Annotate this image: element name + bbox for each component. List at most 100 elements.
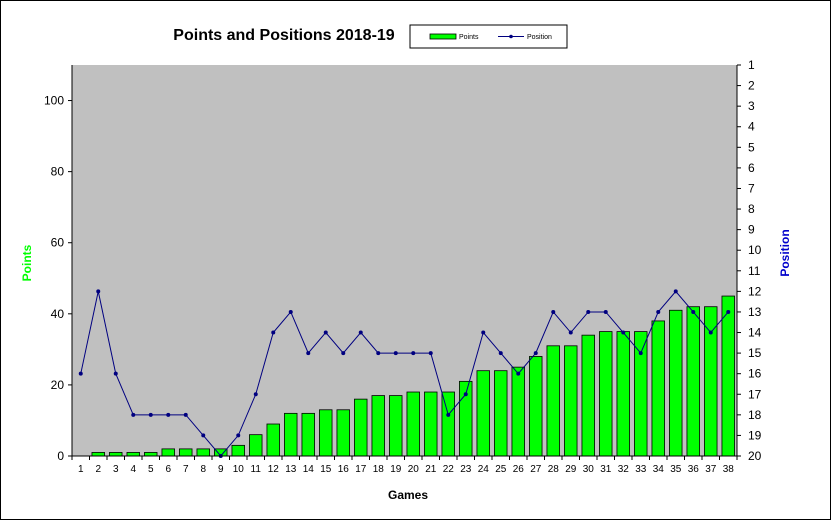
points-bars <box>91 295 735 457</box>
position-point-game-29 <box>568 330 573 335</box>
x-axis-label: Games <box>388 488 428 502</box>
y2-tick-label: 19 <box>748 428 762 442</box>
bar-game-18 <box>371 395 385 457</box>
y2-tick-label: 18 <box>748 408 762 422</box>
position-point-game-26 <box>516 371 521 376</box>
y2-tick-label: 17 <box>748 387 762 401</box>
x-tick-label: 9 <box>218 464 224 475</box>
x-tick-label: 27 <box>530 464 542 475</box>
x-tick-label: 22 <box>443 464 455 475</box>
x-tick-label: 12 <box>268 464 280 475</box>
y2-tick-label: 3 <box>748 99 755 113</box>
x-tick-label: 3 <box>113 464 119 475</box>
bar-game-28 <box>546 345 560 457</box>
x-tick-label: 17 <box>355 464 367 475</box>
x-tick-label: 18 <box>373 464 385 475</box>
position-point-game-16 <box>341 351 346 356</box>
x-tick-label: 5 <box>148 464 154 475</box>
bar-game-15 <box>319 409 333 457</box>
bar-game-3 <box>109 452 123 457</box>
y-tick-label: 20 <box>51 378 65 392</box>
legend-swatch-points <box>429 33 457 40</box>
tick-labels: 0204060801001234567891011121314151617181… <box>44 58 762 475</box>
y2-tick-label: 6 <box>748 161 755 175</box>
bar-game-10 <box>231 444 245 457</box>
bar-game-37 <box>704 306 718 457</box>
x-tick-label: 11 <box>251 464 262 475</box>
x-tick-label: 36 <box>688 464 700 475</box>
y2-tick-label: 11 <box>748 264 761 278</box>
y2-tick-label: 2 <box>748 79 755 93</box>
x-tick-label: 29 <box>565 464 577 475</box>
y2-tick-label: 8 <box>748 202 755 216</box>
position-point-game-13 <box>288 309 293 314</box>
position-point-game-36 <box>691 309 696 314</box>
y2-tick-label: 10 <box>748 243 762 257</box>
bar-game-13 <box>284 412 298 457</box>
bar-game-30 <box>581 334 595 457</box>
bar-game-35 <box>669 309 683 457</box>
bar-game-36 <box>686 306 700 457</box>
position-point-game-18 <box>376 351 381 356</box>
bar-game-19 <box>389 395 403 457</box>
legend-label-position: Position <box>527 34 552 41</box>
bar-game-38 <box>721 295 735 457</box>
x-tick-label: 35 <box>670 464 682 475</box>
bar-game-29 <box>564 345 578 457</box>
bar-game-31 <box>599 331 613 457</box>
y2-tick-label: 16 <box>748 367 762 381</box>
bar-game-7 <box>179 448 193 457</box>
position-point-game-4 <box>131 412 136 417</box>
x-tick-label: 33 <box>635 464 647 475</box>
position-point-game-10 <box>236 433 241 438</box>
position-point-game-33 <box>638 351 643 356</box>
bar-game-12 <box>266 423 280 457</box>
x-tick-label: 14 <box>303 464 315 475</box>
position-point-game-30 <box>586 309 591 314</box>
y2-tick-label: 13 <box>748 305 762 319</box>
bar-game-27 <box>529 356 543 457</box>
position-point-game-19 <box>393 351 398 356</box>
bar-game-5 <box>144 452 158 457</box>
y2-tick-label: 15 <box>748 346 762 360</box>
position-line <box>78 289 731 458</box>
position-point-game-38 <box>726 309 731 314</box>
bar-game-17 <box>354 398 368 457</box>
position-point-game-5 <box>148 412 153 417</box>
position-point-game-21 <box>428 351 433 356</box>
bar-game-25 <box>494 370 508 457</box>
position-point-game-14 <box>306 351 311 356</box>
y2-tick-label: 5 <box>748 140 755 154</box>
position-point-game-3 <box>113 371 118 376</box>
x-tick-label: 10 <box>233 464 245 475</box>
position-point-game-23 <box>463 392 468 397</box>
position-line-path <box>80 290 729 457</box>
bar-game-21 <box>424 391 438 457</box>
position-point-game-6 <box>166 412 171 417</box>
legend-marker-position <box>509 34 513 39</box>
x-tick-label: 23 <box>460 464 472 475</box>
y2-tick-label: 4 <box>748 120 755 134</box>
x-tick-label: 19 <box>390 464 402 475</box>
bar-game-26 <box>511 366 525 457</box>
bar-game-16 <box>336 409 350 457</box>
x-tick-label: 32 <box>618 464 630 475</box>
bar-game-34 <box>651 320 665 457</box>
position-point-game-25 <box>498 351 503 356</box>
x-tick-label: 38 <box>723 464 735 475</box>
position-point-game-37 <box>708 330 713 335</box>
position-point-game-11 <box>253 392 258 397</box>
y2-tick-label: 20 <box>748 449 762 463</box>
y-axis-label: Points <box>20 244 34 281</box>
position-point-game-1 <box>78 371 83 376</box>
y2-tick-label: 9 <box>748 223 755 237</box>
y-tick-label: 40 <box>51 307 65 321</box>
position-point-game-24 <box>481 330 486 335</box>
x-tick-label: 15 <box>320 464 332 475</box>
axes <box>68 64 741 460</box>
legend-box <box>409 24 568 49</box>
bar-game-8 <box>196 448 210 457</box>
x-tick-label: 28 <box>548 464 560 475</box>
